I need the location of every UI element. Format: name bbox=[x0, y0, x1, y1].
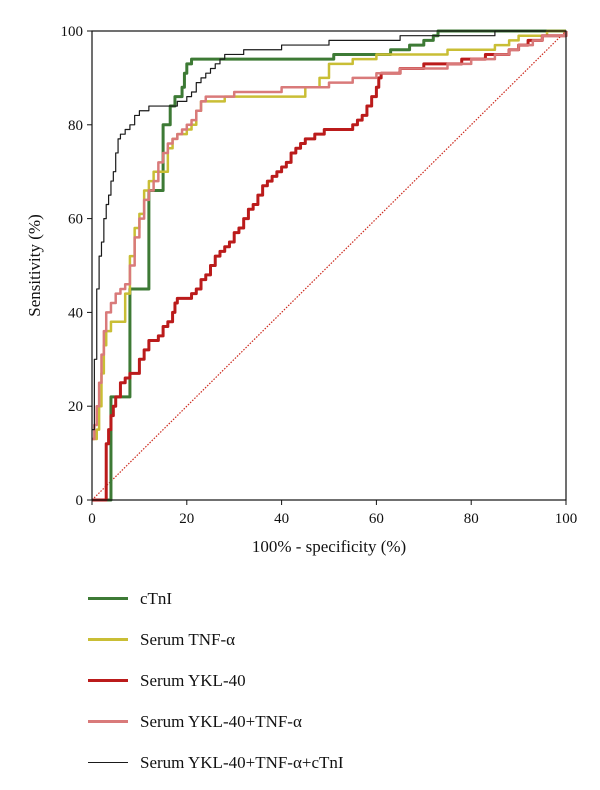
legend: cTnI Serum TNF-α Serum YKL-40 Serum YKL-… bbox=[88, 578, 568, 783]
legend-swatch-ctni bbox=[88, 597, 128, 600]
x-tick-label: 100 bbox=[555, 511, 578, 527]
legend-swatch-ykl40 bbox=[88, 679, 128, 682]
y-axis-label: Sensitivity (%) bbox=[25, 214, 44, 316]
legend-swatch-tnf bbox=[88, 638, 128, 641]
plot-area: 0 20 40 60 80 100 0 20 40 60 80 100 bbox=[61, 24, 578, 527]
legend-label-combined: Serum YKL-40+TNF-α+cTnI bbox=[140, 752, 344, 772]
series-line-ctni bbox=[92, 29, 566, 502]
x-tick-label: 0 bbox=[88, 511, 96, 527]
series-layer bbox=[92, 29, 568, 502]
y-tick-label: 60 bbox=[68, 212, 83, 228]
x-tick-label: 20 bbox=[179, 511, 194, 527]
roc-chart: 0 20 40 60 80 100 0 20 40 60 80 100 100% - specifi… bbox=[25, 24, 578, 556]
y-tick-label: 80 bbox=[68, 118, 83, 134]
y-tick-label: 20 bbox=[68, 399, 83, 415]
x-axis-label: 100% - specificity (%) bbox=[252, 537, 406, 556]
series-line-combined bbox=[92, 30, 566, 431]
y-axis-ticks: 0 20 40 60 80 100 bbox=[61, 24, 92, 509]
legend-item-tnf: Serum TNF-α bbox=[88, 619, 568, 660]
legend-label-tnf: Serum TNF-α bbox=[140, 629, 236, 649]
legend-label-ykl40-tnf: Serum YKL-40+TNF-α bbox=[140, 711, 302, 731]
x-tick-label: 80 bbox=[464, 511, 479, 527]
series-line-ykl40-tnf bbox=[92, 31, 568, 441]
x-tick-label: 40 bbox=[274, 511, 289, 527]
x-axis-ticks: 0 20 40 60 80 100 bbox=[88, 500, 577, 527]
legend-label-ctni: cTnI bbox=[140, 588, 173, 608]
y-tick-label: 100 bbox=[61, 24, 84, 40]
legend-item-ctni: cTnI bbox=[88, 578, 568, 619]
y-tick-label: 0 bbox=[76, 493, 84, 509]
plot-frame bbox=[91, 30, 567, 501]
legend-swatch-combined bbox=[88, 762, 128, 763]
x-tick-label: 60 bbox=[369, 511, 384, 527]
legend-item-combined: Serum YKL-40+TNF-α+cTnI bbox=[88, 742, 568, 783]
legend-item-ykl40: Serum YKL-40 bbox=[88, 660, 568, 701]
legend-label-ykl40: Serum YKL-40 bbox=[140, 670, 246, 690]
y-tick-label: 40 bbox=[68, 305, 83, 321]
reference-diagonal-line bbox=[91, 30, 567, 501]
legend-swatch-ykl40-tnf bbox=[88, 720, 128, 723]
legend-item-ykl40-tnf: Serum YKL-40+TNF-α bbox=[88, 701, 568, 742]
series-line-tnf bbox=[92, 29, 566, 441]
